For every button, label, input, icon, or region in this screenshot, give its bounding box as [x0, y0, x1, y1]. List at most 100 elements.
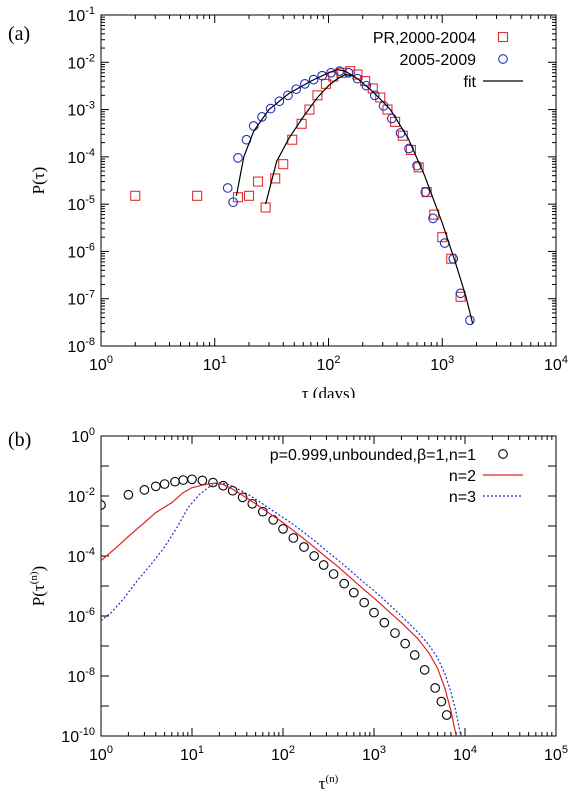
chart-1-legend-label-1: n=2 [449, 468, 476, 485]
chart-0-x-tick-label: 104 [544, 354, 568, 374]
chart-1-series-0-point [379, 617, 390, 628]
chart-0-series-2-line [265, 73, 352, 205]
chart-0-series-0-point [397, 130, 408, 141]
chart-0-y-tick-label: 10-5 [67, 194, 95, 214]
chart-0-series-1-point [257, 112, 267, 122]
chart-1-x-tick-label: 104 [453, 744, 477, 764]
chart-1-series-0-point [288, 533, 299, 543]
chart-0-series-0-point [455, 291, 466, 302]
chart-0-y-tick-label: 10-8 [67, 336, 95, 356]
chart-1-x-tick-label: 102 [271, 744, 295, 764]
chart-0-series-1-point [300, 78, 310, 89]
chart-0-y-tick-label: 10-1 [67, 5, 95, 25]
chart-0-series-2-line [235, 68, 474, 324]
chart-0-y-tick-label: 10-4 [67, 147, 95, 167]
chart-1-series-0-point [268, 515, 279, 525]
chart-0-series-1-point [265, 103, 276, 114]
chart-0-y-tick-label: 10-3 [67, 100, 95, 120]
chart-1-series-0-point [187, 474, 197, 485]
chart-1-series-0-point [123, 489, 134, 500]
chart-0-y-tick-label: 10-7 [67, 289, 95, 309]
chart-1-x-tick-label: 105 [544, 744, 568, 764]
chart-1-series-0-point [436, 696, 447, 707]
chart-0-series-1-point [420, 187, 431, 197]
chart-1-series-0-point [369, 607, 379, 618]
chart-1-legend-label-0: p=0.999,unbounded,β=1,n=1 [270, 447, 476, 464]
chart-0-panel-label: (a) [8, 23, 30, 45]
chart-1-series-0-point [197, 475, 208, 486]
chart-0-series-1-point [274, 96, 285, 107]
chart-0-series-1-point [283, 90, 293, 101]
chart-1-series-0-point [178, 475, 189, 485]
chart-1-x-tick-label: 100 [89, 744, 113, 764]
chart-0-series-0-point [130, 190, 141, 201]
chart-0-series-1-point [343, 67, 354, 78]
chart-0-series-0-point [312, 90, 323, 101]
chart-0-series-0-point [375, 92, 386, 103]
chart-1-legend-swatch-0 [498, 449, 508, 459]
chart-a-svg: (a) 100 101 102 103 104 10-8 10-7 10-6 10-5 10-4 10… [8, 5, 568, 398]
chart-0-x-tick-label: 100 [89, 354, 113, 374]
chart-0-x-tick-label: 102 [317, 354, 341, 374]
chart-0-series-0-point [260, 202, 271, 213]
chart-1-series-0-point [218, 480, 229, 491]
chart-0-series-0-point [243, 190, 255, 201]
chart-1-series-0-point [309, 551, 320, 561]
chart-1-x-tick-label: 101 [180, 744, 204, 764]
chart-b-svg: (b) 100 101 102 103 104 105 10-10 10-8 10-6 10-4 10… [8, 426, 568, 793]
chart-1-y-tick-label: 10-6 [67, 606, 95, 626]
chart-0-x-tick-label: 103 [430, 354, 454, 374]
chart-0-x-tick-label: 101 [203, 354, 227, 374]
chart-1-series-0-point [400, 638, 411, 649]
chart-1-x-tick-label: 103 [362, 744, 386, 764]
chart-0-legend: PR,2000-2004 2005-2009 fit [373, 30, 523, 91]
chart-0-plot-frame [100, 14, 557, 347]
chart-0-series-0-point [278, 159, 289, 170]
chart-0-legend-swatch-0 [497, 31, 509, 43]
chart-0-series-1-point [228, 197, 238, 208]
chart-1-y-tick-label: 10-10 [61, 726, 95, 746]
chart-0-series-1-point [412, 160, 422, 171]
chart-0-series-0-point [192, 190, 203, 201]
chart-1-series-0-point [299, 542, 309, 552]
chart-1-series-0-point [359, 597, 370, 608]
chart-1-series-0 [101, 474, 452, 720]
chart-0-series-1-point [465, 315, 475, 326]
panel-a: (a) 100 101 102 103 104 10-8 10-7 10-6 10-5 10-4 10… [8, 5, 568, 398]
chart-1-y-tick-label: 10-2 [67, 486, 95, 506]
chart-0-series-0-point [287, 134, 298, 145]
chart-0-series-1-point [386, 113, 397, 124]
chart-0-series-1-point [233, 153, 243, 163]
chart-1-series-0-point [159, 479, 170, 489]
chart-0-series-2 [235, 68, 474, 324]
chart-1-y-axis-title: P(τ(n)) [28, 566, 48, 606]
chart-0-series-1-point [317, 70, 328, 81]
chart-1-series-0-point [150, 481, 161, 492]
chart-0-y-axis-title: P(τ) [29, 167, 48, 195]
chart-1-series-0-point [419, 665, 430, 675]
chart-0-ticks [100, 15, 556, 347]
chart-0-series-1-point [308, 74, 319, 85]
chart-1-series-0-point [278, 524, 288, 534]
chart-1-series-0-point [227, 485, 238, 496]
chart-1-series-0-point [390, 628, 400, 638]
chart-1-series-0-point [318, 560, 329, 570]
chart-1-series-1-line [101, 482, 457, 736]
chart-0-series-0-point [304, 104, 315, 115]
chart-0-series-0-point [270, 173, 281, 184]
chart-0-series-1 [222, 66, 475, 326]
chart-1-legend: p=0.999,unbounded,β=1,n=1 n=2 n=3 [270, 447, 523, 506]
chart-0-series-1-point [291, 84, 302, 95]
chart-0-series-1-point [361, 80, 372, 91]
chart-0-series-1-point [369, 90, 380, 101]
chart-1-series-0-point [328, 569, 339, 579]
chart-1-y-tick-label: 10-4 [67, 546, 95, 566]
chart-1-series-1 [101, 482, 457, 736]
chart-0-y-tick-label: 10-6 [67, 241, 95, 261]
chart-1-legend-label-2: n=3 [449, 489, 476, 506]
chart-1-series-0-point [339, 578, 350, 589]
chart-1-series-0-point [348, 587, 359, 598]
chart-0-series-1-point [222, 183, 233, 193]
chart-1-series-0-point [101, 500, 106, 510]
chart-0-series-0-point [252, 176, 264, 187]
